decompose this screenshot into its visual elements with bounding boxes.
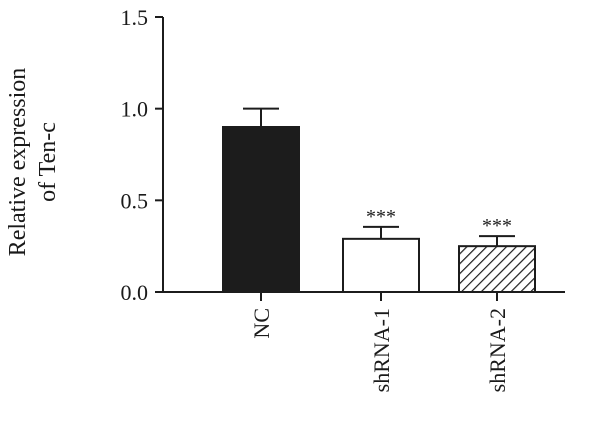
x-tick-label: shRNA-1 (369, 308, 394, 392)
y-tick-label: 0.5 (121, 188, 149, 213)
y-tick-label: 0.0 (121, 280, 149, 305)
y-tick-label: 1.0 (121, 97, 149, 122)
x-tick-label: NC (249, 308, 274, 339)
x-tick-label: shRNA-2 (485, 308, 510, 392)
bar-shrna-2 (458, 245, 536, 294)
y-axis-title-line: Relative expression (5, 68, 31, 257)
y-tick-label: 1.5 (121, 5, 149, 30)
bar-nc (222, 126, 300, 293)
bar-shrna-1 (342, 237, 420, 293)
significance-label: *** (366, 206, 396, 228)
significance-label: *** (482, 215, 512, 237)
bars (222, 107, 536, 294)
y-axis-title-line: of Ten-c (35, 122, 61, 202)
labels: 0.0 0.5 1.0 1.5 Relative expression of Ten-c N… (5, 5, 512, 392)
